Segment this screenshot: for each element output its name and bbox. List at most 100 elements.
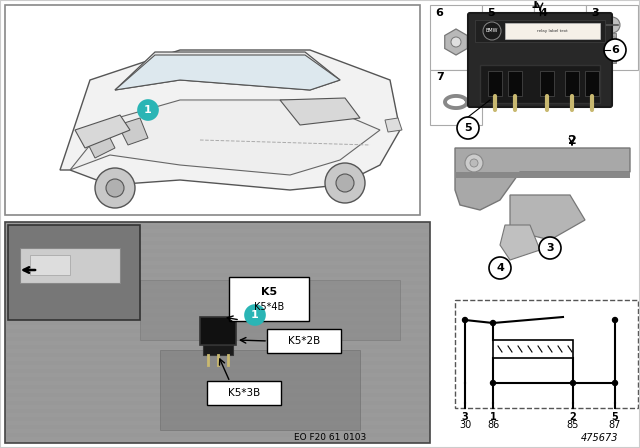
Circle shape xyxy=(245,305,265,325)
Circle shape xyxy=(499,21,517,39)
Polygon shape xyxy=(5,249,430,253)
Polygon shape xyxy=(5,385,430,389)
Polygon shape xyxy=(455,172,630,178)
Circle shape xyxy=(612,318,618,323)
Bar xyxy=(586,5,638,70)
Bar xyxy=(430,70,482,125)
Circle shape xyxy=(95,168,135,208)
Bar xyxy=(455,300,638,408)
Circle shape xyxy=(489,257,511,279)
Bar xyxy=(30,255,70,275)
Text: 6: 6 xyxy=(435,8,443,18)
Text: 30: 30 xyxy=(459,420,471,430)
Polygon shape xyxy=(500,225,540,260)
Bar xyxy=(508,71,522,96)
Text: 1: 1 xyxy=(490,412,497,422)
Polygon shape xyxy=(5,289,430,293)
Circle shape xyxy=(457,117,479,139)
Polygon shape xyxy=(5,345,430,349)
Bar xyxy=(585,71,599,96)
Polygon shape xyxy=(5,401,430,405)
Polygon shape xyxy=(5,329,430,333)
Polygon shape xyxy=(5,369,430,373)
Polygon shape xyxy=(75,115,130,148)
Polygon shape xyxy=(5,281,430,285)
Circle shape xyxy=(604,39,626,61)
Polygon shape xyxy=(5,393,430,397)
Polygon shape xyxy=(5,337,430,341)
Bar xyxy=(540,71,554,96)
Text: K5: K5 xyxy=(261,287,277,297)
Bar xyxy=(5,222,430,443)
Text: 85: 85 xyxy=(567,420,579,430)
Text: 3: 3 xyxy=(461,412,468,422)
Polygon shape xyxy=(5,361,430,365)
Polygon shape xyxy=(5,433,430,437)
Text: 4: 4 xyxy=(539,8,547,18)
Polygon shape xyxy=(5,409,430,413)
Text: 2: 2 xyxy=(570,412,577,422)
Text: 6: 6 xyxy=(611,45,619,55)
Text: 86: 86 xyxy=(487,420,499,430)
Circle shape xyxy=(325,163,365,203)
Bar xyxy=(565,71,579,96)
Polygon shape xyxy=(5,257,430,261)
Polygon shape xyxy=(5,417,430,421)
Circle shape xyxy=(106,179,124,197)
Bar xyxy=(160,350,360,430)
Circle shape xyxy=(465,154,483,172)
Bar xyxy=(493,340,573,358)
Text: 1: 1 xyxy=(251,310,259,320)
Circle shape xyxy=(490,380,495,385)
Circle shape xyxy=(483,22,501,40)
Polygon shape xyxy=(5,377,430,381)
Polygon shape xyxy=(5,313,430,317)
Text: 5: 5 xyxy=(487,8,495,18)
Circle shape xyxy=(336,174,354,192)
FancyBboxPatch shape xyxy=(468,13,612,107)
Bar xyxy=(8,225,140,320)
Circle shape xyxy=(551,23,569,41)
Polygon shape xyxy=(70,100,380,175)
Circle shape xyxy=(490,320,495,326)
Polygon shape xyxy=(5,233,430,237)
Bar xyxy=(20,248,120,283)
Polygon shape xyxy=(5,265,430,269)
Bar xyxy=(475,20,605,42)
Circle shape xyxy=(138,100,158,120)
FancyBboxPatch shape xyxy=(267,329,341,353)
Text: relay label text: relay label text xyxy=(536,29,568,33)
Polygon shape xyxy=(5,273,430,277)
Bar xyxy=(430,5,482,70)
Polygon shape xyxy=(551,41,569,54)
Bar xyxy=(5,5,420,215)
Text: 1: 1 xyxy=(144,105,152,115)
Circle shape xyxy=(463,318,467,323)
Text: K5*2B: K5*2B xyxy=(288,336,320,346)
Circle shape xyxy=(612,380,618,385)
Bar xyxy=(140,280,400,340)
Polygon shape xyxy=(385,118,402,132)
Text: K5*3B: K5*3B xyxy=(228,388,260,398)
Polygon shape xyxy=(445,29,467,55)
Polygon shape xyxy=(5,425,430,429)
Text: 1: 1 xyxy=(531,0,540,12)
Text: BMW: BMW xyxy=(486,29,499,34)
Polygon shape xyxy=(85,128,115,158)
Text: 5: 5 xyxy=(464,123,472,133)
Bar xyxy=(200,317,236,345)
Bar xyxy=(203,345,233,355)
Text: 7: 7 xyxy=(436,72,444,82)
Polygon shape xyxy=(5,241,430,245)
Circle shape xyxy=(570,380,575,385)
Circle shape xyxy=(539,237,561,259)
Bar xyxy=(488,71,502,96)
Bar xyxy=(480,65,600,103)
Polygon shape xyxy=(60,50,400,190)
Polygon shape xyxy=(510,195,585,240)
Text: 3: 3 xyxy=(546,243,554,253)
Text: 475673: 475673 xyxy=(581,433,619,443)
Text: EO F20 61 0103: EO F20 61 0103 xyxy=(294,434,366,443)
Bar xyxy=(482,5,534,70)
Text: 87: 87 xyxy=(609,420,621,430)
